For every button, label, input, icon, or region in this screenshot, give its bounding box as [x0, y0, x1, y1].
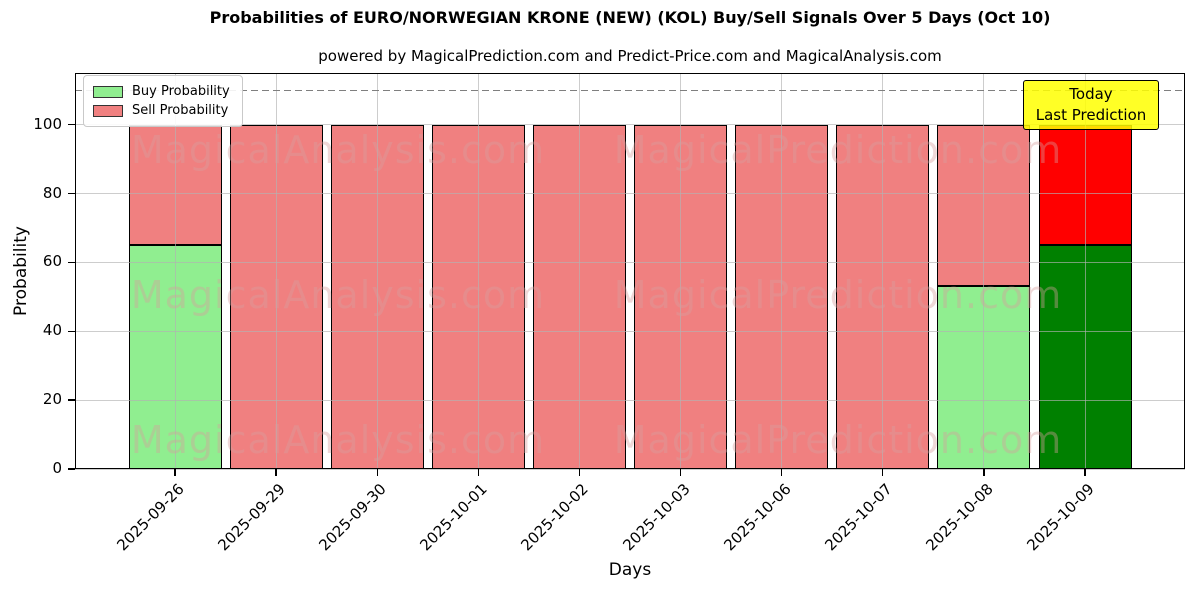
- x-tick-label: 2025-10-01: [416, 480, 492, 555]
- grid-line-vertical: [983, 73, 985, 469]
- x-tick-mark: [882, 469, 884, 476]
- x-tick-mark: [679, 469, 682, 476]
- x-tick-mark: [174, 469, 176, 476]
- x-tick-mark: [477, 469, 480, 476]
- grid-line-horizontal: [75, 330, 1185, 332]
- x-tick-label: 2025-09-26: [113, 480, 188, 555]
- legend-label-buy: Buy Probability: [132, 84, 230, 99]
- x-tick-mark: [275, 469, 277, 476]
- x-tick-mark: [376, 469, 378, 476]
- legend-label-sell: Sell Probability: [132, 103, 229, 118]
- sell-swatch-icon: [93, 104, 123, 117]
- chart-subtitle: powered by MagicalPrediction.com and Pre…: [318, 47, 942, 65]
- grid-line-vertical: [376, 73, 378, 469]
- watermark-text: MagicalPrediction.com: [613, 128, 1063, 172]
- x-tick-mark: [578, 469, 581, 476]
- chart-title: Probabilities of EURO/NORWEGIAN KRONE (N…: [209, 8, 1051, 27]
- grid-line-horizontal: [75, 468, 1185, 470]
- grid-line-vertical: [578, 73, 580, 469]
- y-axis-label: Probability: [11, 226, 31, 316]
- y-tick-label: 0: [52, 459, 62, 477]
- today-annotation-line1: Today: [1069, 85, 1113, 103]
- legend: Buy Probability Sell Probability: [83, 75, 243, 127]
- buy-swatch-icon: [93, 85, 123, 98]
- watermark-text: MagicalAnalysis.com: [130, 418, 546, 462]
- grid-line-vertical: [477, 73, 479, 469]
- x-tick-mark: [1084, 469, 1086, 476]
- grid-line-horizontal: [75, 261, 1185, 263]
- watermark-text: MagicalPrediction.com: [613, 273, 1063, 317]
- y-tick-label: 40: [42, 321, 62, 340]
- x-axis-label: Days: [608, 560, 652, 580]
- x-tick-label: 2025-10-06: [720, 480, 795, 555]
- grid-line-vertical: [174, 73, 176, 469]
- watermark-text: MagicalPrediction.com: [613, 418, 1063, 462]
- x-tick-label: 2025-09-30: [315, 480, 390, 555]
- grid-line-horizontal: [75, 399, 1185, 401]
- y-tick-label: 80: [42, 183, 62, 202]
- y-tick-mark: [68, 123, 75, 126]
- grid-line-vertical: [781, 73, 783, 469]
- x-tick-label: 2025-10-09: [1023, 480, 1098, 555]
- y-tick-mark: [68, 261, 75, 264]
- x-tick-mark: [983, 469, 985, 476]
- x-tick-label: 2025-10-03: [618, 480, 694, 555]
- threshold-line: [75, 89, 1185, 91]
- grid-line-horizontal: [75, 193, 1185, 195]
- y-tick-mark: [68, 399, 75, 401]
- today-annotation: Today Last Prediction: [1023, 80, 1159, 130]
- y-tick-label: 60: [42, 252, 62, 271]
- grid-line-vertical: [680, 73, 682, 469]
- y-tick-label: 100: [33, 114, 62, 133]
- watermark-text: MagicalAnalysis.com: [130, 128, 546, 172]
- today-annotation-line2: Last Prediction: [1035, 106, 1147, 124]
- x-tick-label: 2025-10-07: [821, 480, 896, 555]
- y-tick-mark: [68, 192, 75, 195]
- y-tick-label: 20: [42, 390, 62, 409]
- y-tick-mark: [68, 330, 75, 332]
- x-tick-label: 2025-09-29: [214, 480, 289, 555]
- grid-line-vertical: [882, 73, 884, 469]
- grid-line-vertical: [1084, 73, 1086, 469]
- legend-item-sell: Sell Probability: [93, 101, 233, 120]
- watermark-text: MagicalAnalysis.com: [130, 273, 546, 317]
- x-tick-label: 2025-10-08: [922, 480, 997, 555]
- grid-line-horizontal: [75, 124, 1185, 126]
- y-tick-mark: [68, 468, 75, 470]
- grid-line-vertical: [275, 73, 277, 469]
- x-tick-label: 2025-10-02: [517, 480, 593, 555]
- x-tick-mark: [780, 469, 783, 476]
- legend-item-buy: Buy Probability: [93, 82, 233, 101]
